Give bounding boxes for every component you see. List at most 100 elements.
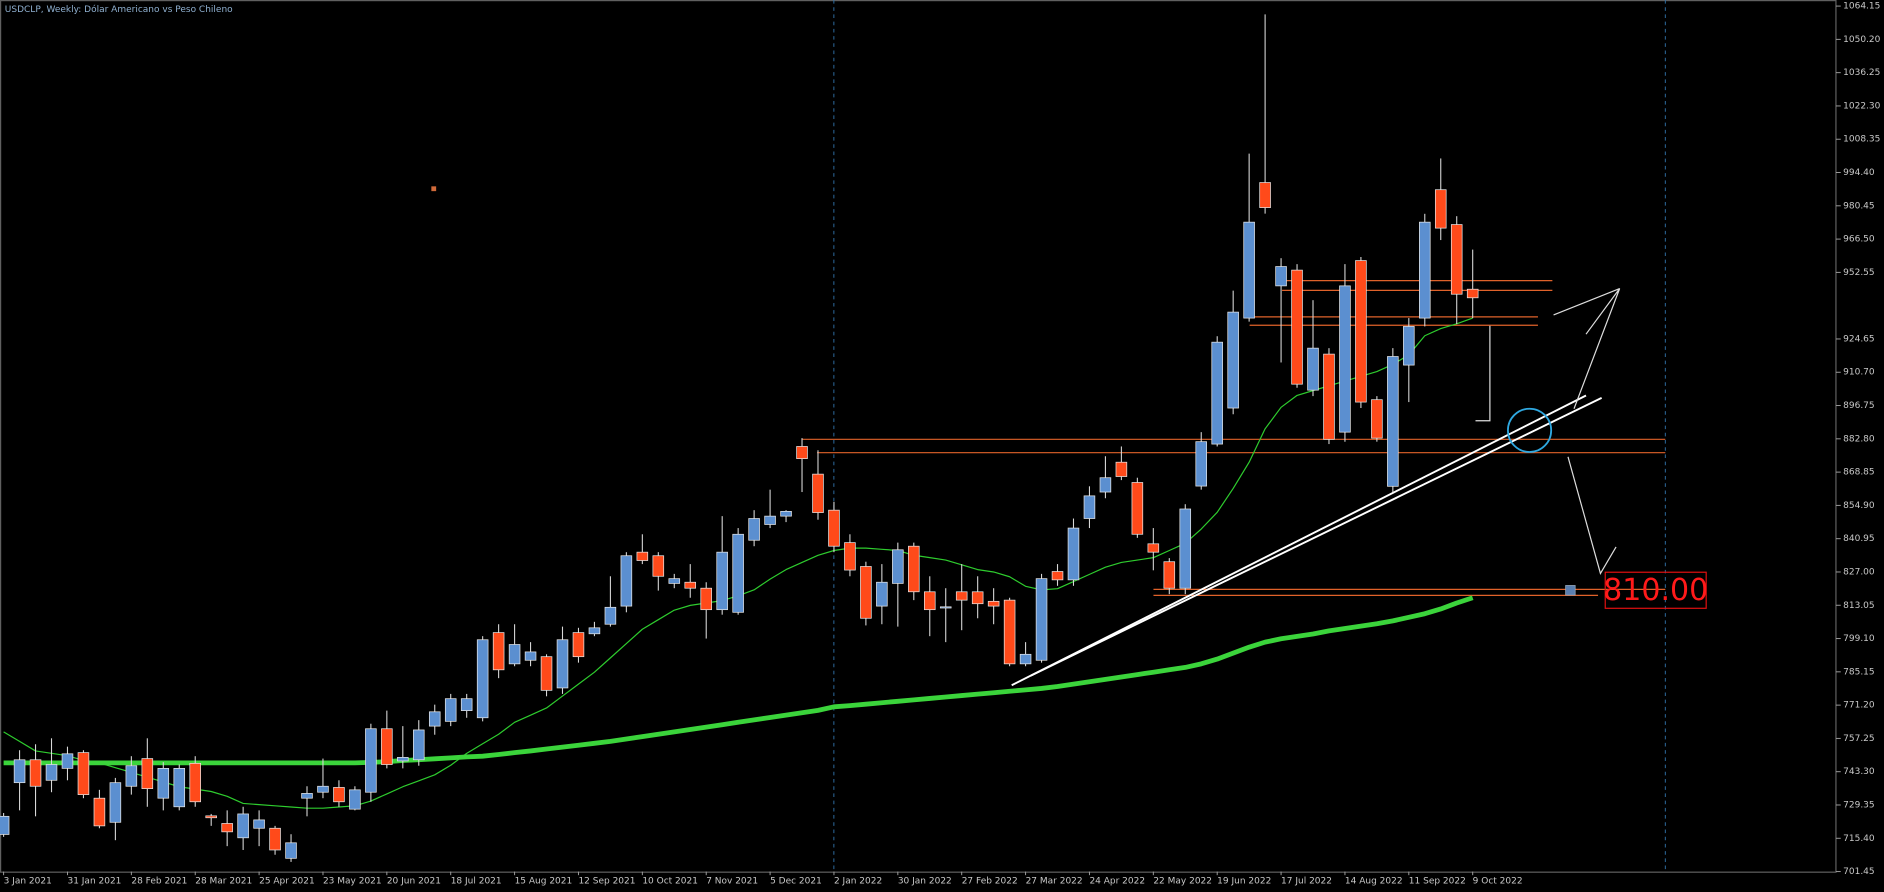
candle-body [604, 606, 617, 625]
candle-body [1434, 189, 1447, 229]
marker [1565, 585, 1576, 596]
x-tick-label: 14 Aug 2022 [1345, 877, 1403, 887]
candle-body [716, 551, 728, 611]
y-tick-label: 1008.35 [1843, 135, 1880, 145]
candle-body [540, 656, 553, 691]
candle-body [476, 639, 489, 719]
candle-body [556, 639, 569, 689]
candle-body [1466, 288, 1479, 299]
x-tick-label: 27 Feb 2022 [962, 877, 1018, 887]
candle-body [668, 578, 681, 584]
y-tick-label: 729.35 [1843, 800, 1874, 810]
chart-title: USDCLP, Weekly: Dólar Americano vs Peso … [5, 4, 233, 15]
x-tick-label: 24 Apr 2022 [1089, 877, 1145, 887]
highlight-circle [1507, 407, 1553, 453]
x-tick-label: 5 Dec 2021 [770, 877, 822, 887]
y-tick-label: 743.30 [1843, 767, 1875, 777]
y-tick-label: 1036.25 [1843, 68, 1880, 78]
candle-body [987, 600, 1000, 607]
x-tick-label: 12 Sep 2021 [578, 877, 635, 887]
x-tick-label: 2 Jan 2022 [834, 877, 882, 887]
candle-body [1051, 571, 1064, 581]
y-tick-label: 785.15 [1843, 667, 1874, 677]
x-tick-label: 27 Mar 2022 [1026, 877, 1083, 887]
y-tick-label: 854.90 [1843, 501, 1875, 511]
arrow [1567, 456, 1617, 575]
candle-body [1243, 221, 1255, 319]
candle-body [684, 581, 697, 589]
candle-body [1259, 182, 1271, 208]
x-tick-label: 3 Jan 2021 [4, 877, 52, 887]
candle-body [764, 515, 776, 525]
candle-body [428, 711, 441, 727]
candle-body [732, 533, 744, 613]
x-tick-label: 17 Jul 2022 [1281, 877, 1332, 887]
candle-body [1003, 599, 1016, 665]
candle-body [125, 765, 138, 787]
candle-body [173, 767, 186, 808]
candle-body [1179, 508, 1192, 589]
candle-body [1450, 224, 1463, 295]
candle-body [492, 632, 505, 671]
y-tick-label: 771.20 [1843, 701, 1875, 711]
candle-body [349, 789, 361, 810]
candle-body [892, 549, 904, 584]
y-tick-label: 994.40 [1843, 168, 1875, 178]
candle-body [1147, 543, 1160, 553]
candle-body [1323, 353, 1335, 440]
candle-body [748, 518, 760, 541]
y-tick-label: 882.80 [1843, 434, 1875, 444]
candle-body [77, 752, 90, 795]
drawings: 810.00 [431, 186, 1708, 687]
y-tick-label: 1022.30 [1843, 101, 1880, 111]
candle-body [269, 827, 281, 851]
x-tick-label: 23 May 2021 [323, 877, 382, 887]
candle-body [317, 785, 329, 793]
x-tick-label: 25 Apr 2021 [259, 877, 315, 887]
y-tick-label: 799.10 [1843, 634, 1875, 644]
candle-body [796, 446, 808, 459]
candle-body [844, 542, 856, 571]
candle-body [636, 551, 649, 561]
candle-body [1339, 285, 1351, 433]
candle-body [381, 728, 393, 765]
x-tick-label: 19 Jun 2022 [1217, 877, 1271, 887]
candle-body [109, 782, 122, 823]
candle-body [700, 587, 712, 611]
y-tick-label: 1064.15 [1843, 2, 1880, 12]
candle-body [908, 545, 920, 593]
candle-body [1275, 266, 1287, 287]
y-tick-label: 952.55 [1843, 268, 1874, 278]
plot-frame [0, 0, 1837, 873]
marker-line [1475, 325, 1491, 422]
candle-body [1131, 482, 1144, 535]
candle-body [205, 815, 217, 819]
moving-average [3, 595, 1474, 766]
candle-body [1291, 269, 1303, 385]
candle-body [1099, 477, 1112, 493]
x-tick-label: 22 May 2022 [1153, 877, 1212, 887]
candle-body [45, 764, 58, 781]
y-tick-label: 924.65 [1843, 334, 1874, 344]
x-tick-label: 10 Oct 2021 [642, 877, 698, 887]
x-tick-label: 7 Nov 2021 [706, 877, 758, 887]
candle-body [253, 819, 265, 829]
candle-body [1019, 653, 1032, 665]
candle-body [285, 842, 297, 859]
candle-body [1211, 341, 1223, 445]
y-tick-label: 701.45 [1843, 867, 1874, 877]
candle-body [1419, 221, 1431, 319]
candle-body [508, 644, 521, 665]
candle-body [444, 698, 457, 722]
candle-body [524, 651, 537, 661]
x-tick-label: 18 Jul 2021 [451, 877, 502, 887]
y-tick-label: 715.40 [1843, 834, 1875, 844]
candle-body [29, 759, 42, 787]
x-tick-label: 15 Aug 2021 [515, 877, 573, 887]
candle-body [1403, 326, 1415, 366]
candle-body [955, 591, 968, 601]
y-tick-label: 896.75 [1843, 401, 1874, 411]
x-tick-label: 20 Jun 2021 [387, 877, 441, 887]
candle-body [1227, 311, 1239, 409]
